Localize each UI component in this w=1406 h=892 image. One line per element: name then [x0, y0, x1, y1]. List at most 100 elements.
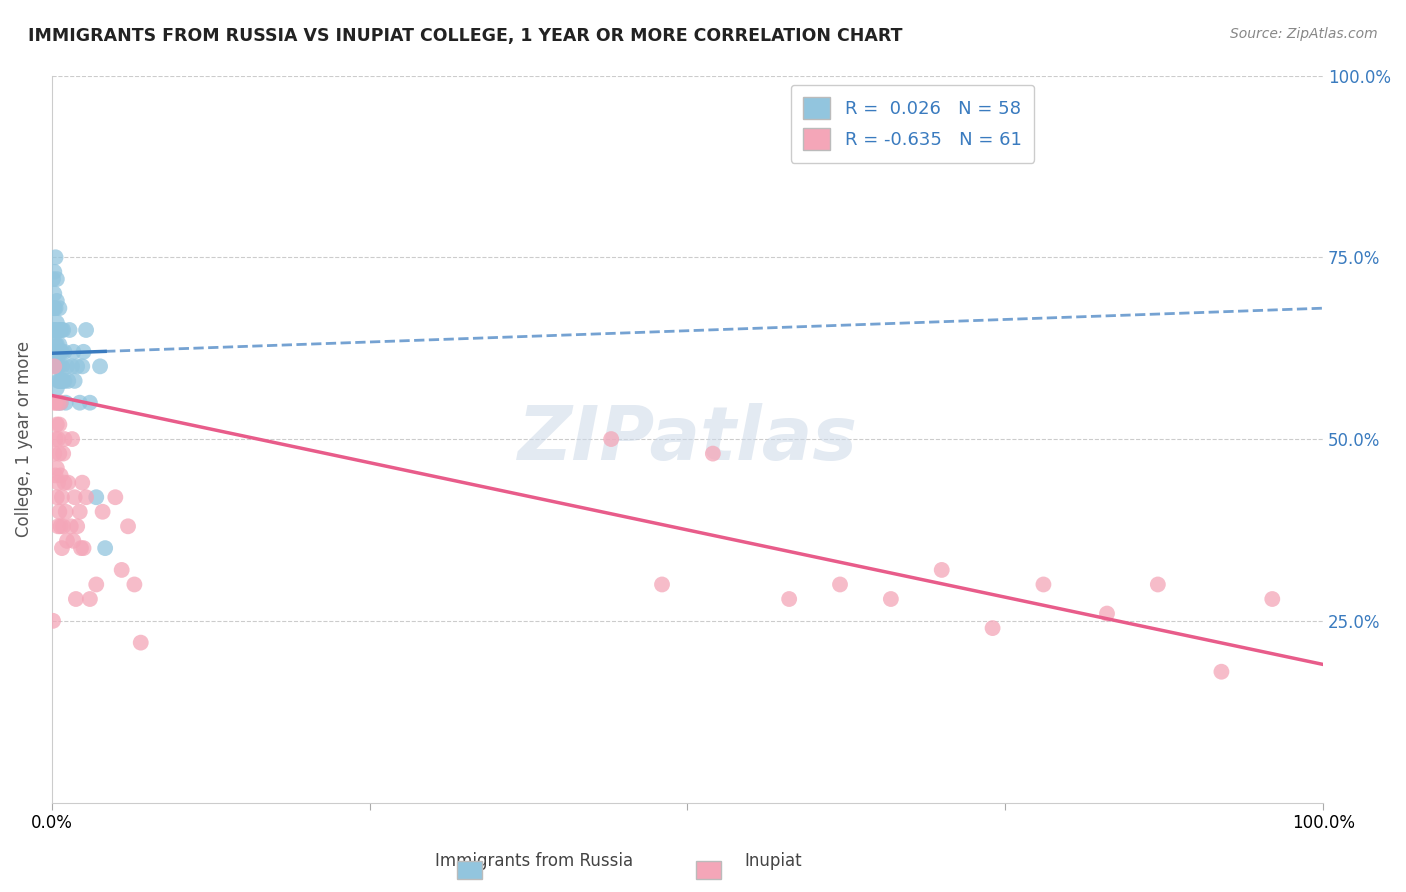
Point — [778, 592, 800, 607]
Point — [91, 505, 114, 519]
Point — [59, 519, 82, 533]
Point — [62, 344, 84, 359]
Point — [880, 592, 903, 607]
Point — [1147, 577, 1170, 591]
Point — [45, 359, 67, 374]
Point — [600, 432, 623, 446]
Point — [46, 519, 69, 533]
Text: IMMIGRANTS FROM RUSSIA VS INUPIAT COLLEGE, 1 YEAR OR MORE CORRELATION CHART: IMMIGRANTS FROM RUSSIA VS INUPIAT COLLEG… — [28, 27, 903, 45]
Point — [69, 395, 91, 409]
Point — [44, 286, 66, 301]
Point — [1261, 592, 1284, 607]
Point — [42, 323, 65, 337]
Point — [63, 374, 86, 388]
Point — [48, 505, 70, 519]
Point — [45, 293, 67, 308]
Point — [46, 374, 69, 388]
Point — [45, 272, 67, 286]
Point — [45, 344, 67, 359]
Point — [981, 621, 1004, 635]
Point — [45, 490, 67, 504]
Point — [48, 374, 70, 388]
Point — [45, 337, 67, 351]
Point — [55, 395, 77, 409]
Point — [72, 359, 94, 374]
Point — [84, 490, 107, 504]
Point — [44, 301, 66, 315]
Point — [44, 359, 66, 374]
Point — [55, 505, 77, 519]
Point — [89, 359, 111, 374]
Point — [60, 359, 83, 374]
Point — [58, 374, 80, 388]
Point — [51, 344, 73, 359]
Point — [52, 519, 75, 533]
Point — [44, 395, 66, 409]
Point — [1211, 665, 1233, 679]
Point — [111, 563, 134, 577]
Point — [44, 265, 66, 279]
Point — [49, 344, 72, 359]
Point — [60, 432, 83, 446]
Point — [52, 374, 75, 388]
Point — [72, 475, 94, 490]
Point — [53, 374, 76, 388]
Point — [66, 519, 89, 533]
Point — [44, 344, 66, 359]
Text: Immigrants from Russia: Immigrants from Russia — [436, 852, 633, 870]
Point — [45, 395, 67, 409]
Point — [124, 577, 146, 591]
Point — [51, 490, 73, 504]
Point — [828, 577, 851, 591]
Point — [48, 447, 70, 461]
Point — [42, 614, 65, 628]
Point — [56, 359, 79, 374]
Point — [45, 323, 67, 337]
Point — [70, 541, 93, 555]
Point — [79, 592, 101, 607]
Point — [931, 563, 953, 577]
Point — [651, 577, 673, 591]
Point — [84, 577, 107, 591]
Point — [1095, 607, 1118, 621]
Point — [49, 374, 72, 388]
Point — [45, 316, 67, 330]
Point — [75, 323, 97, 337]
Point — [46, 395, 69, 409]
Point — [45, 301, 67, 315]
Point — [44, 447, 66, 461]
Point — [702, 447, 724, 461]
Point — [45, 432, 67, 446]
Point — [49, 468, 72, 483]
Point — [48, 301, 70, 315]
Point — [65, 592, 87, 607]
Point — [45, 381, 67, 395]
Point — [52, 323, 75, 337]
Point — [51, 374, 73, 388]
Point — [117, 519, 139, 533]
Text: Source: ZipAtlas.com: Source: ZipAtlas.com — [1230, 27, 1378, 41]
Point — [49, 323, 72, 337]
Point — [79, 395, 101, 409]
Point — [51, 541, 73, 555]
Point — [72, 541, 94, 555]
Point — [94, 541, 117, 555]
Point — [58, 475, 80, 490]
Point — [45, 337, 67, 351]
Point — [1032, 577, 1054, 591]
Point — [45, 417, 67, 432]
Point — [53, 475, 76, 490]
Point — [49, 395, 72, 409]
Point — [46, 344, 69, 359]
Point — [129, 635, 152, 649]
Point — [56, 533, 79, 548]
Point — [49, 519, 72, 533]
Point — [46, 432, 69, 446]
Point — [45, 344, 67, 359]
Point — [42, 301, 65, 315]
Point — [45, 359, 67, 374]
Point — [44, 323, 66, 337]
Point — [51, 359, 73, 374]
Point — [49, 395, 72, 409]
Point — [66, 359, 89, 374]
